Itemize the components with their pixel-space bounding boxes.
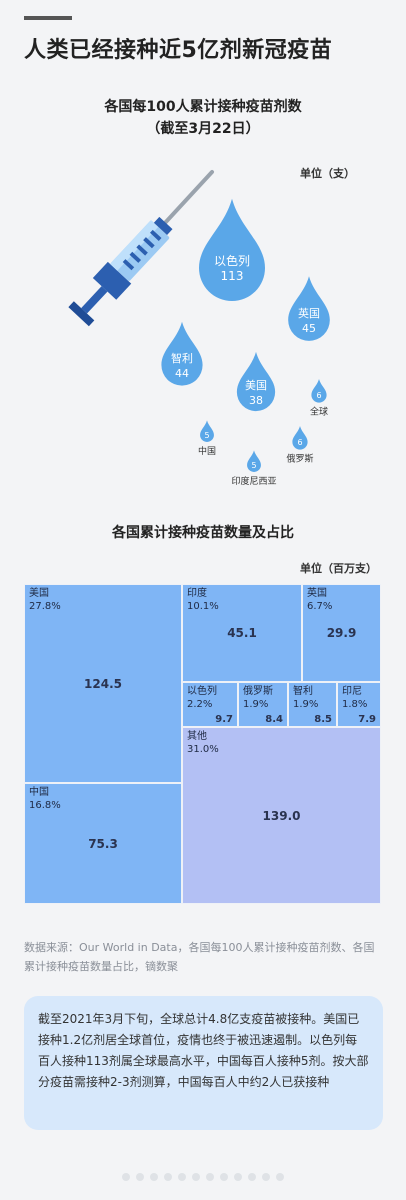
drop-value: 38	[249, 394, 263, 407]
bubble-drop: 美国 38	[236, 351, 276, 412]
drop-label: 全球	[310, 406, 328, 418]
bubble-drop: 中国 5	[198, 420, 216, 457]
treemap-tile: 印度 10.1% 45.1	[182, 584, 302, 682]
drop-shape	[288, 276, 330, 341]
bubble-drop: 智利 44	[161, 321, 203, 386]
footer-dot	[234, 1173, 242, 1181]
drop-shape	[292, 426, 308, 450]
title-accent-bar	[24, 16, 72, 20]
drop-label: 美国	[245, 379, 267, 392]
footer-dot	[178, 1173, 186, 1181]
treemap-tile: 智利 1.9% 8.5	[288, 682, 337, 727]
footer-dot	[220, 1173, 228, 1181]
tile-label: 印尼	[342, 686, 362, 697]
treemap-tile: 印尼 1.8% 7.9	[337, 682, 381, 727]
drop-shape	[247, 450, 261, 472]
tile-label: 英国	[307, 588, 327, 599]
footer-dots	[0, 1166, 406, 1185]
drop-label: 中国	[198, 445, 216, 457]
drop-value: 113	[221, 269, 244, 283]
drop-label: 俄罗斯	[286, 453, 313, 465]
footer-dot	[276, 1173, 284, 1181]
tile-share: 1.9%	[243, 699, 269, 710]
syringe-icon	[68, 170, 214, 327]
footer-dot	[192, 1173, 200, 1181]
treemap-tile: 美国 27.8% 124.5	[24, 584, 182, 783]
tile-value: 7.9	[358, 714, 376, 725]
bubble-chart-title: 各国每100人累计接种疫苗剂数 （截至3月22日）	[0, 96, 406, 140]
tile-label: 智利	[293, 686, 313, 697]
bubble-drop: 俄罗斯 6	[286, 426, 314, 465]
footer-dot	[136, 1173, 144, 1181]
drop-label: 英国	[298, 306, 320, 320]
tile-value: 8.4	[265, 714, 283, 725]
treemap-unit: 单位（百万支）	[300, 562, 377, 575]
tile-label: 俄罗斯	[243, 686, 273, 697]
treemap-chart: 美国 27.8% 124.5 中国 16.8% 75.3 印度 10.1% 45.1 英国 6.7%…	[24, 584, 381, 904]
drop-label: 以色列	[214, 254, 250, 268]
drop-shape	[200, 420, 214, 442]
tile-label: 中国	[29, 787, 49, 798]
bubble-chart-title-line2: （截至3月22日）	[146, 121, 260, 137]
tile-value: 29.9	[326, 626, 357, 640]
tile-value: 139.0	[262, 808, 301, 823]
treemap-tile: 其他 31.0% 139.0	[182, 727, 381, 904]
bubble-drop: 全球 6	[310, 379, 328, 418]
bubble-chart-title-line1: 各国每100人累计接种疫苗剂数	[104, 99, 302, 115]
tile-share: 27.8%	[29, 601, 61, 612]
summary-note: 截至2021年3月下旬，全球总计4.8亿支疫苗被接种。美国已接种1.2亿剂居全球…	[24, 996, 383, 1130]
drop-value: 5	[204, 431, 209, 440]
tile-share: 1.8%	[342, 699, 368, 710]
drop-shape	[311, 379, 327, 403]
drop-value: 6	[316, 391, 321, 400]
footer-dot	[262, 1173, 270, 1181]
bubble-chart-unit: 单位（支）	[300, 167, 355, 180]
page-title: 人类已经接种近5亿剂新冠疫苗	[24, 38, 333, 63]
tile-label: 美国	[29, 588, 49, 599]
treemap-title: 各国累计接种疫苗数量及占比	[112, 525, 294, 541]
tile-value: 8.5	[314, 714, 332, 725]
treemap-tile: 以色列 2.2% 9.7	[182, 682, 238, 727]
tile-value: 124.5	[84, 676, 122, 691]
tile-value: 75.3	[88, 836, 118, 851]
drop-value: 44	[175, 367, 189, 380]
tile-share: 6.7%	[307, 601, 333, 612]
tile-label: 以色列	[187, 686, 217, 697]
drop-value: 5	[251, 461, 256, 470]
footer-dot	[248, 1173, 256, 1181]
tile-share: 1.9%	[293, 699, 319, 710]
tile-label: 其他	[187, 731, 207, 742]
tile-value: 45.1	[227, 626, 257, 640]
tile-share: 2.2%	[187, 699, 213, 710]
footer-dot	[150, 1173, 158, 1181]
footer-dot	[122, 1173, 130, 1181]
tile-share: 10.1%	[187, 601, 219, 612]
tile-share: 31.0%	[187, 744, 219, 755]
treemap-tile: 俄罗斯 1.9% 8.4	[238, 682, 288, 727]
drop-label: 智利	[171, 351, 193, 365]
drop-shape	[161, 321, 203, 386]
bubble-drop: 英国 45	[288, 276, 330, 341]
footer-dot	[206, 1173, 214, 1181]
tile-label: 印度	[187, 588, 207, 599]
treemap-tile: 英国 6.7% 29.9	[302, 584, 381, 682]
footer-dot	[164, 1173, 172, 1181]
drop-value: 6	[297, 438, 302, 447]
drop-shape	[236, 351, 276, 412]
drop-label: 印度尼西亚	[231, 475, 276, 487]
treemap-tile: 中国 16.8% 75.3	[24, 783, 182, 904]
tile-value: 9.7	[215, 714, 233, 725]
bubble-drop: 印度尼西亚 5	[231, 450, 277, 487]
drop-value: 45	[302, 322, 316, 335]
data-source: 数据来源：Our World in Data，各国每100人累计接种疫苗剂数、各…	[24, 941, 375, 973]
tile-share: 16.8%	[29, 800, 61, 811]
drop-shape	[199, 198, 265, 301]
